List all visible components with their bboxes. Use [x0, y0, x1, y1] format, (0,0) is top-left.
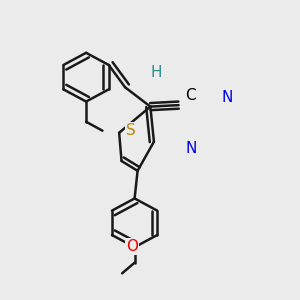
Text: S: S: [126, 123, 136, 138]
Text: C: C: [185, 88, 195, 103]
Text: H: H: [150, 65, 162, 80]
Text: N: N: [186, 141, 197, 156]
Text: O: O: [126, 239, 138, 254]
Text: N: N: [222, 91, 233, 106]
